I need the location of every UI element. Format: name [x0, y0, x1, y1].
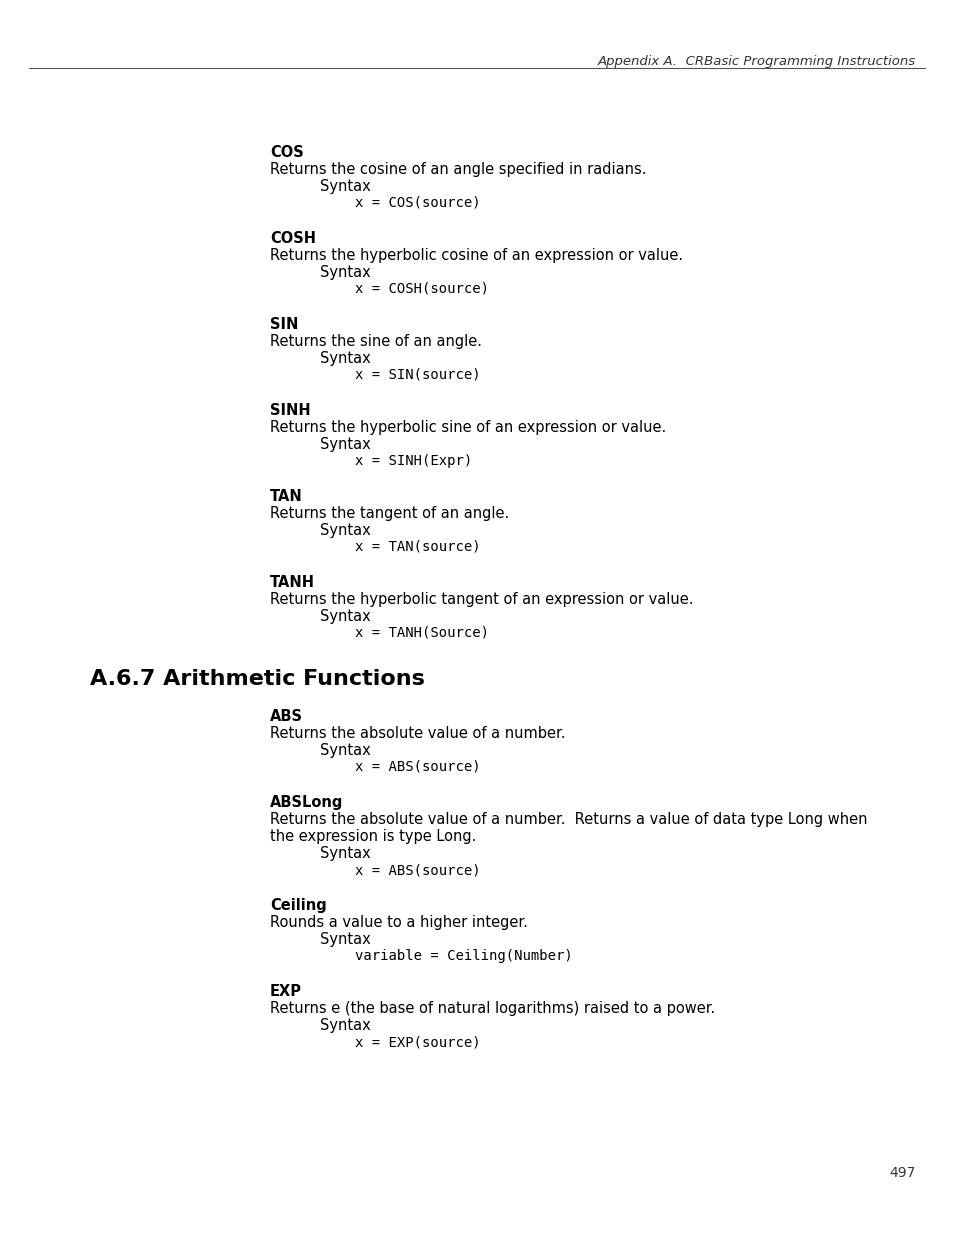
Text: 497: 497 [888, 1166, 915, 1179]
Text: TANH: TANH [270, 576, 314, 590]
Text: Returns the tangent of an angle.: Returns the tangent of an angle. [270, 506, 509, 521]
Text: Returns e (the base of natural logarithms) raised to a power.: Returns e (the base of natural logarithm… [270, 1002, 715, 1016]
Text: Appendix A.  CRBasic Programming Instructions: Appendix A. CRBasic Programming Instruct… [598, 56, 915, 68]
Text: SINH: SINH [270, 403, 311, 417]
Text: COS: COS [270, 144, 303, 161]
Text: x = ABS(source): x = ABS(source) [355, 863, 480, 877]
Text: Syntax: Syntax [319, 846, 371, 861]
Text: Syntax: Syntax [319, 437, 371, 452]
Text: EXP: EXP [270, 984, 302, 999]
Text: ABS: ABS [270, 709, 303, 724]
Text: x = COSH(source): x = COSH(source) [355, 282, 489, 296]
Text: x = SINH(Expr): x = SINH(Expr) [355, 454, 472, 468]
Text: ABSLong: ABSLong [270, 795, 343, 810]
Text: x = TANH(Source): x = TANH(Source) [355, 626, 489, 640]
Text: Returns the sine of an angle.: Returns the sine of an angle. [270, 333, 481, 350]
Text: Syntax: Syntax [319, 1018, 371, 1032]
Text: Returns the hyperbolic cosine of an expression or value.: Returns the hyperbolic cosine of an expr… [270, 248, 682, 263]
Text: Syntax: Syntax [319, 743, 371, 758]
Text: SIN: SIN [270, 317, 298, 332]
Text: Returns the cosine of an angle specified in radians.: Returns the cosine of an angle specified… [270, 162, 646, 177]
Text: Rounds a value to a higher integer.: Rounds a value to a higher integer. [270, 915, 527, 930]
Text: x = ABS(source): x = ABS(source) [355, 760, 480, 774]
Text: Syntax: Syntax [319, 351, 371, 366]
Text: Syntax: Syntax [319, 522, 371, 538]
Text: Syntax: Syntax [319, 932, 371, 947]
Text: x = COS(source): x = COS(source) [355, 196, 480, 210]
Text: Syntax: Syntax [319, 609, 371, 624]
Text: Returns the absolute value of a number.  Returns a value of data type Long when: Returns the absolute value of a number. … [270, 811, 866, 827]
Text: Returns the absolute value of a number.: Returns the absolute value of a number. [270, 726, 565, 741]
Text: COSH: COSH [270, 231, 315, 246]
Text: Syntax: Syntax [319, 266, 371, 280]
Text: Returns the hyperbolic sine of an expression or value.: Returns the hyperbolic sine of an expres… [270, 420, 665, 435]
Text: Ceiling: Ceiling [270, 898, 327, 913]
Text: A.6.7 Arithmetic Functions: A.6.7 Arithmetic Functions [90, 669, 424, 689]
Text: x = SIN(source): x = SIN(source) [355, 368, 480, 382]
Text: Returns the hyperbolic tangent of an expression or value.: Returns the hyperbolic tangent of an exp… [270, 592, 693, 606]
Text: TAN: TAN [270, 489, 302, 504]
Text: Syntax: Syntax [319, 179, 371, 194]
Text: x = TAN(source): x = TAN(source) [355, 540, 480, 555]
Text: x = EXP(source): x = EXP(source) [355, 1035, 480, 1049]
Text: the expression is type Long.: the expression is type Long. [270, 829, 476, 844]
Text: variable = Ceiling(Number): variable = Ceiling(Number) [355, 948, 572, 963]
